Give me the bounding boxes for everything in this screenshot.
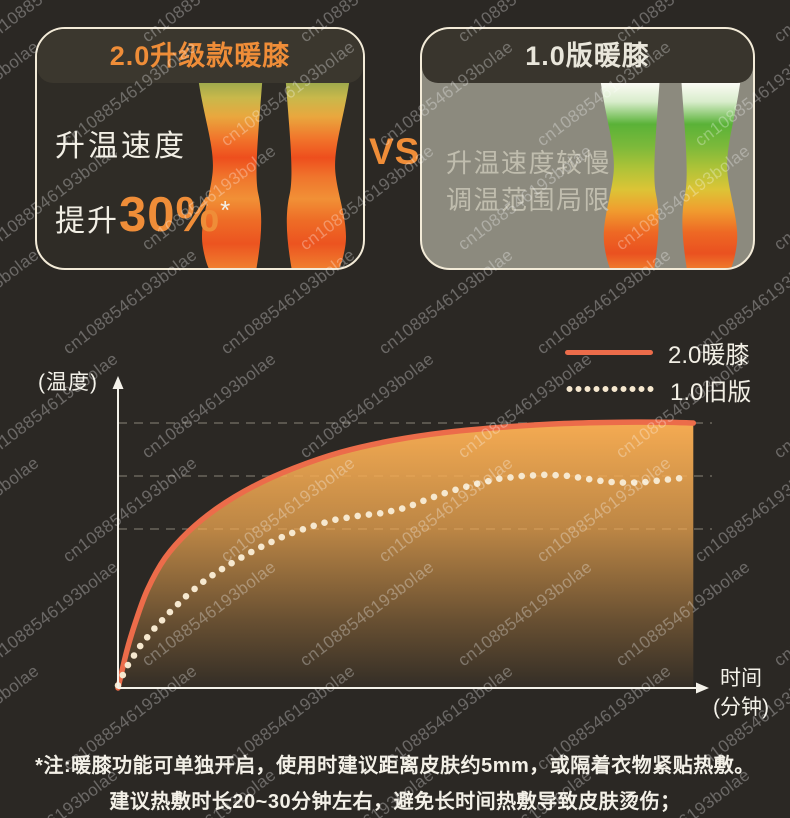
card-1-0-title: 1.0版暖膝 — [525, 41, 650, 71]
legend-label-1-0: 1.0旧版 — [670, 378, 752, 406]
series-1-0-dots — [114, 471, 683, 689]
card-2-0-header: 2.0升级款暖膝 — [37, 29, 363, 83]
x-axis-label-line2: (分钟) — [713, 696, 769, 719]
legend-label-2-0: 2.0暖膝 — [668, 341, 750, 369]
legend-dotted-line-swatch — [565, 385, 655, 393]
thermal-legs-image-2-0 — [198, 83, 350, 268]
vs-label: VS — [369, 131, 421, 172]
y-axis-arrow-icon — [112, 376, 124, 389]
card-2-0-title: 2.0升级款暖膝 — [109, 41, 291, 71]
footnote: *注:暖膝功能可单独开启，使用时建议距离皮肤约5mm，或隔着衣物紧贴热敷。 建议… — [0, 748, 790, 818]
x-axis-arrow-icon — [696, 682, 709, 694]
thermal-legs-image-1-0 — [600, 83, 741, 268]
card-2-0-body: 升温速度 提升30%* — [37, 83, 363, 268]
card-1-0-header: 1.0版暖膝 — [422, 29, 753, 83]
drawback-line1: 升温速度较慢 — [446, 148, 612, 178]
series-2-0-fill — [118, 422, 694, 688]
card-2-0: 2.0升级款暖膝 升温速度 提升30%* — [35, 27, 365, 270]
footnote-line1: *注:暖膝功能可单独开启，使用时建议距离皮肤约5mm，或隔着衣物紧贴热敷。 — [35, 755, 755, 777]
drawback-line2: 调温范围局限 — [446, 185, 612, 215]
chart-legend: 2.0暖膝 1.0旧版 — [565, 339, 751, 406]
card-1-0-claim: 升温速度较慢 调温范围局限 — [446, 145, 611, 219]
claim-line2: 提升30%* — [55, 187, 230, 243]
card-1-0-body: 升温速度较慢 调温范围局限 — [422, 83, 753, 268]
claim-line1: 升温速度 — [55, 130, 187, 163]
claim-asterisk: * — [220, 195, 231, 225]
legend-item-1-0: 1.0旧版 — [565, 376, 751, 406]
x-axis-label-line1: 时间 — [720, 667, 762, 690]
claim-value: 30% — [119, 188, 221, 242]
legend-solid-line-swatch — [565, 349, 653, 355]
y-axis-label: (温度) — [38, 371, 98, 394]
legend-item-2-0: 2.0暖膝 — [565, 339, 751, 369]
x-axis-label: 时间 (分钟) — [697, 664, 785, 722]
card-2-0-claim: 升温速度 提升30%* — [55, 121, 230, 243]
footnote-line2: 建议热敷时长20~30分钟左右，避免长时间热敷导致皮肤烫伤； — [109, 791, 681, 813]
series-2-0-line — [115, 419, 697, 691]
claim-prefix: 提升 — [55, 205, 119, 238]
card-1-0: 1.0版暖膝 升温速度较慢 调温范围局限 — [420, 27, 755, 270]
